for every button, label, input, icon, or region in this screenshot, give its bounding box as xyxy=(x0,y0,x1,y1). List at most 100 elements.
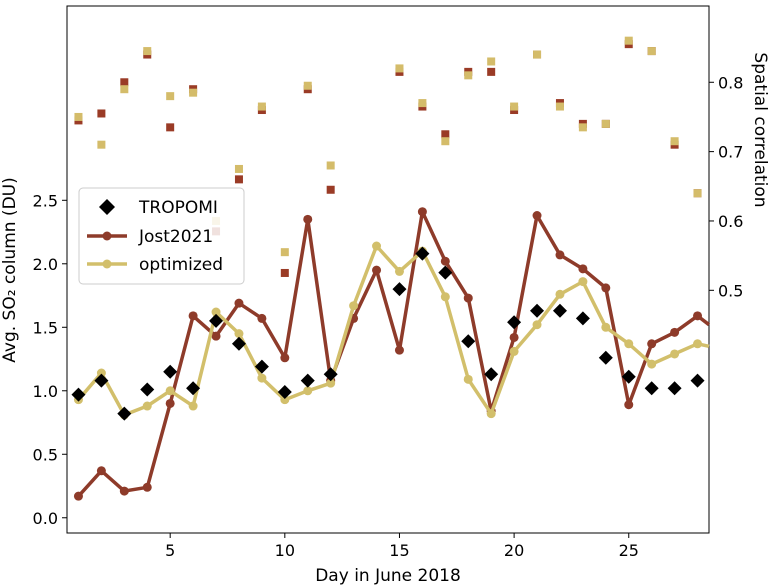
x-tick-label: 25 xyxy=(619,541,639,560)
tropomi-point xyxy=(667,381,682,396)
tropomi-point xyxy=(621,369,636,384)
tropomi-point xyxy=(507,315,522,330)
spatial-corr-point xyxy=(166,92,175,101)
series-layer xyxy=(71,36,711,501)
series-point-jost2021 xyxy=(280,353,290,363)
spatial-corr-point xyxy=(120,85,129,94)
series-point-jost2021 xyxy=(303,214,313,224)
series-point-jost2021 xyxy=(463,293,473,303)
y-left-tick-label: 2.0 xyxy=(33,255,58,274)
series-point-jost2021 xyxy=(188,311,198,321)
y-right-tick-label: 0.7 xyxy=(718,143,743,162)
series-point-optimized xyxy=(486,409,496,419)
series-point-optimized xyxy=(326,378,336,388)
tropomi-point xyxy=(323,367,338,382)
series-point-jost2021 xyxy=(165,398,175,408)
y-left-tick-label: 2.5 xyxy=(33,191,58,210)
legend-label-jost2021: Jost2021 xyxy=(138,227,213,247)
spatial-corr-point xyxy=(97,109,106,118)
series-point-optimized xyxy=(463,374,473,384)
spatial-corr-point xyxy=(74,112,83,121)
series-point-jost2021 xyxy=(234,298,244,308)
series-point-optimized xyxy=(349,301,359,311)
spatial-corr-point xyxy=(166,123,175,132)
series-point-optimized xyxy=(394,266,404,276)
series-point-optimized xyxy=(601,322,611,332)
series-point-optimized xyxy=(234,329,244,339)
tropomi-point xyxy=(598,350,613,365)
y-left-tick-label: 1.0 xyxy=(33,382,58,401)
series-point-optimized xyxy=(509,346,519,356)
tropomi-point xyxy=(415,246,430,261)
series-point-jost2021 xyxy=(509,332,519,342)
y-left-tick-label: 1.5 xyxy=(33,318,58,337)
series-point-jost2021 xyxy=(440,256,450,266)
series-point-optimized xyxy=(624,339,634,349)
series-point-jost2021 xyxy=(73,491,83,501)
spatial-corr-point xyxy=(555,102,564,111)
spatial-corr-point xyxy=(670,137,679,146)
y-axis-label-left: Avg. SO₂ column (DU) xyxy=(0,177,20,362)
y-right-tick-label: 0.6 xyxy=(718,212,743,231)
series-point-jost2021 xyxy=(624,400,634,410)
tropomi-point xyxy=(438,265,453,280)
series-point-optimized xyxy=(188,401,198,411)
legend: TROPOMI Jost2021 optimized xyxy=(78,187,245,285)
tropomi-point xyxy=(484,367,499,382)
spatial-corr-point xyxy=(487,67,496,76)
series-point-jost2021 xyxy=(211,331,221,341)
legend-label-optimized: optimized xyxy=(139,255,223,275)
spatial-corr-point xyxy=(647,47,656,56)
series-point-optimized xyxy=(280,395,290,405)
series-point-optimized xyxy=(647,359,657,369)
x-axis-label: Day in June 2018 xyxy=(315,566,461,586)
series-point-optimized xyxy=(257,373,267,383)
legend-label-tropomi: TROPOMI xyxy=(138,198,218,218)
series-point-jost2021 xyxy=(394,345,404,355)
spatial-corr-point xyxy=(441,130,450,139)
spatial-corr-point xyxy=(441,137,450,146)
tropomi-point xyxy=(117,406,132,421)
tropomi-point xyxy=(392,282,407,297)
y-right-tick-label: 0.8 xyxy=(718,73,743,92)
tropomi-point xyxy=(461,334,476,349)
spatial-corr-point xyxy=(280,248,289,257)
spatial-corr-point xyxy=(326,185,335,194)
spatial-corr-point xyxy=(234,164,243,173)
series-point-jost2021 xyxy=(257,313,267,323)
legend-box xyxy=(78,187,245,285)
spatial-corr-point xyxy=(395,64,404,73)
x-tick-label: 20 xyxy=(504,541,524,560)
legend-marker-tropomi xyxy=(99,199,115,215)
series-point-jost2021 xyxy=(670,327,680,337)
series-point-optimized xyxy=(555,289,565,299)
tropomi-point xyxy=(254,359,269,374)
series-point-jost2021 xyxy=(372,265,382,275)
spatial-corr-point xyxy=(120,78,129,87)
tropomi-point xyxy=(644,381,659,396)
spatial-corr-point xyxy=(303,81,312,90)
series-point-jost2021 xyxy=(417,207,427,217)
series-point-jost2021 xyxy=(96,466,106,476)
tropomi-point xyxy=(530,303,545,318)
tropomi-point xyxy=(552,303,567,318)
y-left-tick-label: 0.5 xyxy=(33,445,58,464)
tropomi-point xyxy=(163,364,178,379)
tropomi-point xyxy=(231,336,246,351)
x-tick-label: 15 xyxy=(389,541,409,560)
series-point-optimized xyxy=(165,386,175,396)
tropomi-point xyxy=(140,382,155,397)
series-point-optimized xyxy=(303,386,313,396)
series-point-optimized xyxy=(142,401,152,411)
series-point-jost2021 xyxy=(647,339,657,349)
tropomi-point xyxy=(575,311,590,326)
ticks-layer: 5 10 15 20 25 0.0 0.5 1.0 1.5 2.0 2.5 0.5 0.6 0.7 0.8 xyxy=(33,73,744,560)
y-left-tick-label: 0.0 xyxy=(33,509,58,528)
x-tick-label: 5 xyxy=(165,541,175,560)
x-tick-label: 10 xyxy=(275,541,295,560)
spatial-corr-point xyxy=(143,47,152,56)
tropomi-point xyxy=(209,313,224,328)
tropomi-point xyxy=(94,373,109,388)
series-point-optimized xyxy=(211,307,221,317)
